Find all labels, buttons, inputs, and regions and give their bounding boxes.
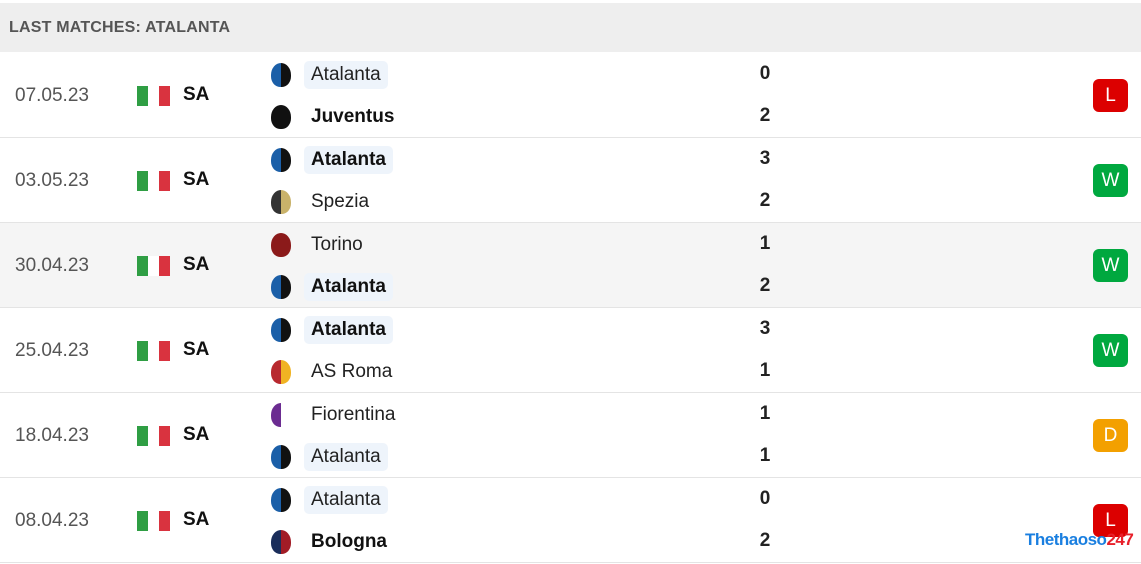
away-team[interactable]: Juventus	[266, 101, 401, 133]
league-code: SA	[183, 509, 210, 530]
home-team[interactable]: Atalanta	[266, 314, 393, 346]
result-badge: D	[1093, 419, 1128, 452]
home-team[interactable]: Atalanta	[266, 144, 393, 176]
italy-flag-icon	[137, 341, 170, 361]
away-team[interactable]: Bologna	[266, 526, 394, 558]
home-team[interactable]: Atalanta	[266, 484, 388, 516]
home-score: 0	[759, 63, 771, 84]
league-code: SA	[183, 339, 210, 360]
away-score: 1	[759, 445, 771, 466]
home-score: 0	[759, 488, 771, 509]
result-badge: W	[1093, 164, 1128, 197]
match-row[interactable]: 03.05.23 SA Atalanta 3 Spezia 2 W	[0, 138, 1141, 223]
atalanta-logo-icon	[266, 145, 296, 175]
match-date: 18.04.23	[15, 425, 89, 446]
league-code: SA	[183, 169, 210, 190]
home-team[interactable]: Torino	[266, 229, 370, 261]
away-score: 1	[759, 360, 771, 381]
away-score: 2	[759, 105, 771, 126]
league-code: SA	[183, 424, 210, 445]
team-name: Atalanta	[304, 316, 393, 344]
away-team[interactable]: Atalanta	[266, 441, 388, 473]
match-row[interactable]: 07.05.23 SA Atalanta 0 Juventus 2 L	[0, 53, 1141, 138]
home-score: 1	[759, 233, 771, 254]
away-score: 2	[759, 275, 771, 296]
section-title: LAST MATCHES: ATALANTA	[9, 18, 231, 36]
away-score: 2	[759, 530, 771, 551]
match-list: 07.05.23 SA Atalanta 0 Juventus 2 L 03.05.23…	[0, 53, 1141, 563]
team-name: Atalanta	[304, 61, 388, 89]
match-row[interactable]: 08.04.23 SA Atalanta 0 Bologna 2 L	[0, 478, 1141, 563]
match-date: 25.04.23	[15, 340, 89, 361]
atalanta-logo-icon	[266, 272, 296, 302]
home-team[interactable]: Atalanta	[266, 59, 388, 91]
team-name: Atalanta	[304, 486, 388, 514]
result-badge: W	[1093, 334, 1128, 367]
atalanta-logo-icon	[266, 315, 296, 345]
watermark: Thethaoso247	[1025, 530, 1134, 549]
away-team[interactable]: Spezia	[266, 186, 376, 218]
team-name: AS Roma	[311, 361, 393, 382]
team-name: Bologna	[311, 531, 387, 552]
section-header: LAST MATCHES: ATALANTA	[0, 3, 1141, 52]
team-name: Torino	[311, 234, 363, 255]
home-score: 3	[759, 318, 771, 339]
team-name: Atalanta	[304, 273, 393, 301]
team-name: Fiorentina	[311, 404, 396, 425]
roma-logo-icon	[266, 357, 296, 387]
team-name: Spezia	[311, 191, 370, 212]
home-team[interactable]: Fiorentina	[266, 399, 403, 431]
result-badge: W	[1093, 249, 1128, 282]
italy-flag-icon	[137, 171, 170, 191]
league-code: SA	[183, 254, 210, 275]
italy-flag-icon	[137, 256, 170, 276]
atalanta-logo-icon	[266, 485, 296, 515]
team-name: Atalanta	[304, 146, 393, 174]
team-name: Atalanta	[304, 443, 388, 471]
italy-flag-icon	[137, 511, 170, 531]
spezia-logo-icon	[266, 187, 296, 217]
home-score: 3	[759, 148, 771, 169]
match-date: 03.05.23	[15, 170, 89, 191]
italy-flag-icon	[137, 426, 170, 446]
away-team[interactable]: AS Roma	[266, 356, 399, 388]
away-team[interactable]: Atalanta	[266, 271, 393, 303]
match-row[interactable]: 25.04.23 SA Atalanta 3 AS Roma 1 W	[0, 308, 1141, 393]
match-date: 08.04.23	[15, 510, 89, 531]
league-code: SA	[183, 84, 210, 105]
match-date: 30.04.23	[15, 255, 89, 276]
fiorentina-logo-icon	[266, 400, 296, 430]
bologna-logo-icon	[266, 527, 296, 557]
match-date: 07.05.23	[15, 85, 89, 106]
juventus-logo-icon	[266, 102, 296, 132]
team-name: Juventus	[311, 106, 395, 127]
italy-flag-icon	[137, 86, 170, 106]
result-badge: L	[1093, 504, 1128, 537]
atalanta-logo-icon	[266, 60, 296, 90]
result-badge: L	[1093, 79, 1128, 112]
match-row[interactable]: 18.04.23 SA Fiorentina 1 Atalanta 1 D	[0, 393, 1141, 478]
torino-logo-icon	[266, 230, 296, 260]
atalanta-logo-icon	[266, 442, 296, 472]
match-row[interactable]: 30.04.23 SA Torino 1 Atalanta 2 W	[0, 223, 1141, 308]
home-score: 1	[759, 403, 771, 424]
away-score: 2	[759, 190, 771, 211]
